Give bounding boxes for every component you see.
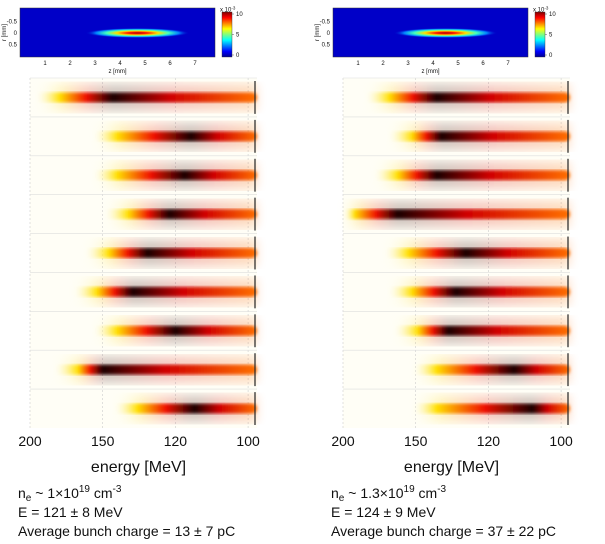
r-tick-label: 0.5 bbox=[322, 43, 331, 49]
density-exponent: 19 bbox=[79, 484, 91, 495]
spectrum-streak bbox=[386, 131, 570, 142]
r-axis-label: r [mm] bbox=[2, 24, 8, 41]
z-tick-label: 2 bbox=[381, 61, 385, 67]
spectrum-streak bbox=[83, 248, 257, 258]
density-unit-exponent: -3 bbox=[113, 484, 122, 495]
energy-tick-label: 120 bbox=[477, 433, 501, 449]
colorbar-multiplier: x 10-3 bbox=[533, 6, 549, 14]
density-line: ne ~ 1×1019 cm-3 bbox=[18, 484, 122, 504]
spectrum-streak bbox=[372, 170, 570, 181]
energy-tick-label: 120 bbox=[164, 433, 188, 449]
energy-tick-label: 200 bbox=[18, 433, 42, 449]
spectrum-streak bbox=[343, 209, 570, 220]
energy-axis-label: energy [MeV] bbox=[91, 459, 186, 476]
charge-line: Average bunch charge = 37 ± 22 pC bbox=[331, 523, 556, 539]
spectrum-streak bbox=[102, 209, 257, 220]
z-axis-label: z [mm] bbox=[109, 69, 127, 75]
colorbar bbox=[221, 11, 233, 58]
colorbar-tick-label: 0 bbox=[549, 53, 553, 59]
spectrum-streak bbox=[411, 364, 570, 375]
z-tick-label: 7 bbox=[506, 61, 510, 67]
r-tick-label: 0.5 bbox=[9, 43, 18, 49]
spectrum-streak bbox=[71, 286, 257, 297]
bunch-profile bbox=[393, 28, 498, 38]
charge-line: Average bunch charge = 13 ± 7 pC bbox=[18, 523, 235, 539]
spectrum-streak bbox=[364, 92, 570, 103]
spectrum-streak bbox=[112, 403, 258, 414]
bunch-profile bbox=[85, 28, 190, 38]
spectrum-streak bbox=[52, 364, 257, 375]
spectrum-streak bbox=[34, 92, 257, 103]
energy-tick-label: 100 bbox=[236, 433, 260, 449]
r-tick-label: 0 bbox=[14, 31, 18, 37]
r-tick-label: 0 bbox=[327, 31, 331, 37]
spectrum-streak bbox=[392, 325, 570, 336]
energy-tick-label: 200 bbox=[331, 433, 355, 449]
z-tick-label: 1 bbox=[356, 61, 360, 67]
multiplier-exponent: -3 bbox=[231, 6, 235, 11]
r-tick-label: -0.5 bbox=[320, 20, 331, 26]
spectrum-streak bbox=[91, 170, 258, 181]
energy-tick-label: 100 bbox=[549, 433, 573, 449]
colorbar bbox=[534, 11, 546, 58]
spectrum-streak bbox=[91, 325, 258, 336]
density-exponent: 19 bbox=[404, 484, 416, 495]
density-symbol: n bbox=[331, 485, 339, 501]
r-axis-label: r [mm] bbox=[315, 24, 321, 41]
energy-tick-label: 150 bbox=[404, 433, 428, 449]
spectrum-streak bbox=[386, 286, 570, 297]
multiplier-exponent: -3 bbox=[544, 6, 548, 11]
density-unit: cm bbox=[90, 485, 113, 501]
density-text: ~ 1.3×10 bbox=[344, 485, 403, 501]
colorbar-tick-label: 5 bbox=[236, 33, 240, 39]
z-tick-label: 1 bbox=[43, 61, 47, 67]
density-symbol: n bbox=[18, 485, 26, 501]
colorbar-multiplier: x 10-3 bbox=[220, 6, 236, 14]
colorbar-tick-label: 10 bbox=[549, 12, 556, 18]
spectrum-streak bbox=[91, 131, 258, 142]
z-tick-label: 6 bbox=[481, 61, 485, 67]
z-tick-label: 2 bbox=[68, 61, 72, 67]
energy-axis-label: energy [MeV] bbox=[404, 459, 499, 476]
z-tick-label: 5 bbox=[143, 61, 147, 67]
energy-line: E = 121 ± 8 MeV bbox=[18, 504, 123, 520]
density-subscript: e bbox=[339, 493, 345, 504]
spectrum-streak bbox=[383, 248, 570, 258]
density-line: ne ~ 1.3×1019 cm-3 bbox=[331, 484, 447, 504]
energy-tick-label: 150 bbox=[91, 433, 115, 449]
colorbar-tick-label: 5 bbox=[549, 33, 553, 39]
multiplier-text: x 10 bbox=[220, 8, 232, 14]
z-tick-label: 7 bbox=[193, 61, 197, 67]
density-subscript: e bbox=[26, 493, 32, 504]
z-tick-label: 5 bbox=[456, 61, 460, 67]
density-unit: cm bbox=[415, 485, 438, 501]
z-tick-label: 3 bbox=[93, 61, 97, 67]
z-tick-label: 3 bbox=[406, 61, 410, 67]
energy-line: E = 124 ± 9 MeV bbox=[331, 504, 436, 520]
z-axis-label: z [mm] bbox=[422, 69, 440, 75]
z-tick-label: 6 bbox=[168, 61, 172, 67]
r-tick-label: -0.5 bbox=[7, 20, 18, 26]
multiplier-text: x 10 bbox=[533, 8, 545, 14]
density-text: ~ 1×10 bbox=[31, 485, 79, 501]
colorbar-tick-label: 10 bbox=[236, 12, 243, 18]
density-unit-exponent: -3 bbox=[437, 484, 446, 495]
z-tick-label: 4 bbox=[118, 61, 122, 67]
colorbar-tick-label: 0 bbox=[236, 53, 240, 59]
spectrum-streak bbox=[411, 403, 570, 414]
z-tick-label: 4 bbox=[431, 61, 435, 67]
